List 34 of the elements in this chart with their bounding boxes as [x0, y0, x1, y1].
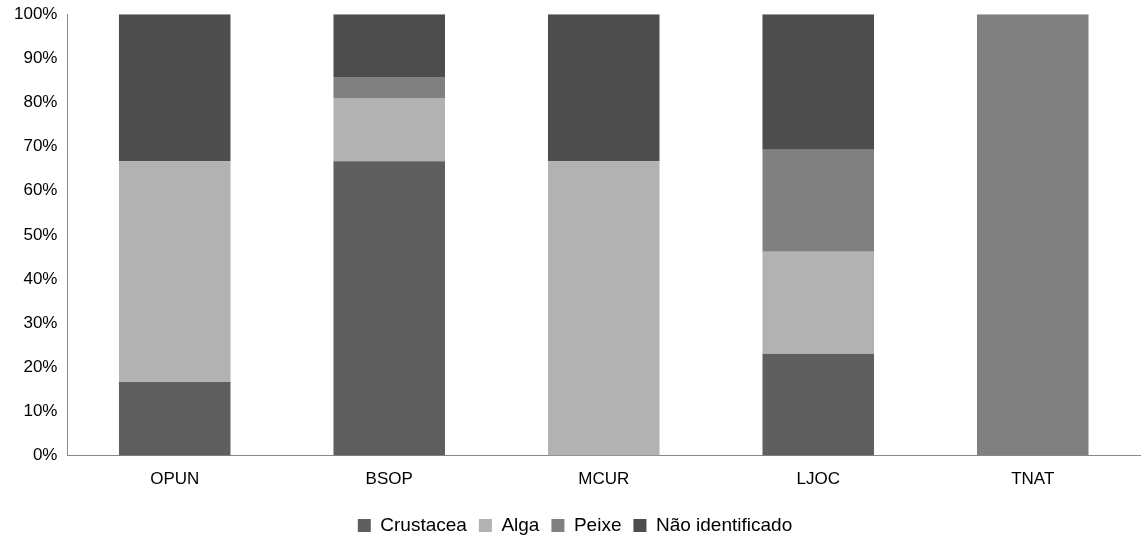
legend-label: Crustacea — [380, 513, 468, 535]
bar — [762, 14, 875, 150]
x-tick-label: LJOC — [796, 469, 840, 489]
bar — [333, 161, 446, 456]
legend-label: Não identificado — [655, 513, 793, 535]
y-tick-label: 100% — [14, 3, 58, 23]
bar — [118, 381, 231, 456]
y-tick-label: 40% — [23, 268, 58, 288]
x-tick-label: BSOP — [365, 469, 413, 489]
y-tick-label: 20% — [23, 357, 58, 377]
legend-label: Alga — [501, 513, 540, 535]
legend-label: Peixe — [573, 513, 622, 535]
bar — [762, 353, 875, 456]
y-tick-label: 30% — [23, 312, 58, 332]
x-tick-label: OPUN — [150, 469, 200, 489]
bar — [333, 98, 446, 162]
y-tick-label: 60% — [23, 180, 58, 200]
bar — [118, 161, 231, 382]
bar — [547, 161, 660, 456]
bar — [333, 76, 446, 99]
bar — [976, 14, 1089, 456]
y-tick-label: 0% — [32, 445, 58, 465]
x-tick-label: TNAT — [1011, 469, 1055, 489]
y-tick-label: 10% — [23, 401, 58, 421]
y-tick-label: 50% — [23, 224, 58, 244]
bar — [118, 14, 231, 162]
x-tick-label: MCUR — [578, 469, 630, 489]
bar — [547, 14, 660, 162]
bar — [762, 149, 875, 252]
y-tick-label: 80% — [23, 92, 58, 112]
y-tick-label: 90% — [23, 48, 58, 68]
bar — [333, 14, 446, 77]
y-tick-label: 70% — [23, 136, 58, 156]
bar — [762, 251, 875, 354]
